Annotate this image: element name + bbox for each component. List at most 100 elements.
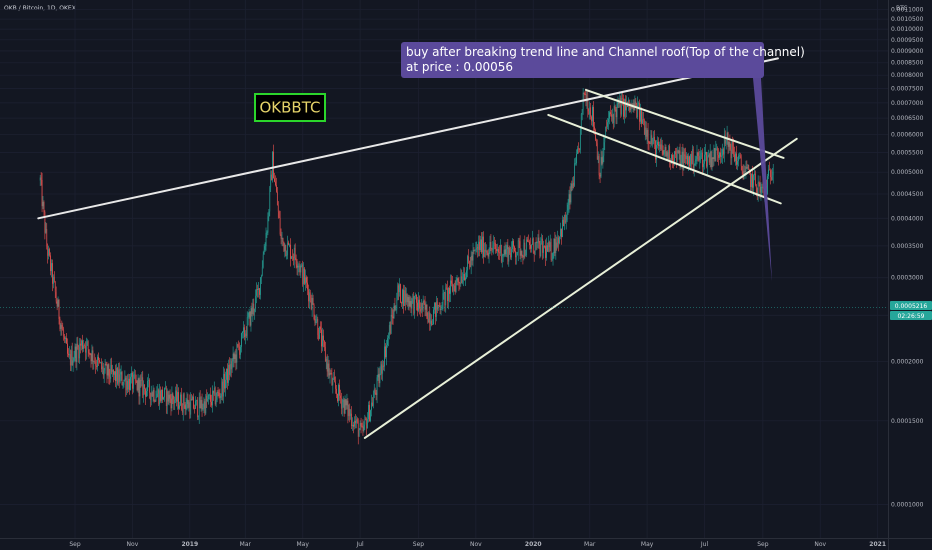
candle-body: [626, 101, 627, 111]
candle-body: [109, 376, 111, 379]
candle-body: [431, 320, 432, 325]
candle-body: [520, 251, 522, 256]
candle-body: [316, 318, 318, 322]
candle-body: [281, 237, 283, 239]
candle-body: [454, 285, 456, 292]
candle-body: [393, 305, 395, 319]
candle-body: [499, 244, 501, 254]
candle-body: [44, 211, 46, 233]
candle-body: [123, 379, 125, 385]
candle-body: [367, 419, 368, 429]
x-tick-label: Nov: [127, 541, 139, 548]
candle-body: [131, 372, 132, 377]
candle-body: [356, 419, 358, 422]
candle-body: [255, 295, 257, 309]
candle-body: [734, 154, 735, 162]
candle-body: [725, 140, 727, 144]
candle-body: [435, 302, 436, 317]
candle-body: [767, 176, 768, 194]
trendlines[interactable]: [37, 57, 798, 439]
candle-body: [266, 232, 268, 234]
candle-body: [429, 312, 431, 324]
candle-body: [39, 177, 41, 181]
candle-body: [751, 173, 752, 187]
candle-body: [327, 363, 329, 372]
candle-body: [772, 171, 774, 176]
candle-body: [615, 109, 617, 118]
candle-body: [629, 106, 631, 111]
candle-body: [121, 372, 123, 385]
candle-body: [399, 284, 400, 293]
candle-body: [624, 99, 625, 117]
candle-body: [438, 305, 440, 306]
candle-body: [534, 242, 536, 254]
candle-body: [701, 152, 703, 154]
candle-body: [101, 366, 103, 370]
candle-body: [41, 179, 43, 207]
time-axis-labels[interactable]: Sep Nov 2019 Mar May Jul Sep Nov 2020 Mar May Jul Se…: [69, 541, 886, 548]
candle-body: [43, 201, 45, 212]
candle-body: [384, 346, 385, 367]
candle-body: [105, 363, 107, 366]
candle-body: [482, 236, 483, 253]
candle-body: [529, 241, 530, 245]
candle-body: [166, 391, 168, 407]
candle-body: [159, 390, 161, 405]
candle-body: [458, 281, 460, 284]
candle-body: [649, 143, 651, 144]
candle-body: [258, 288, 259, 291]
y-tick-label: 0.0007500: [891, 86, 924, 93]
candle-body: [612, 114, 614, 124]
candle-body: [514, 246, 515, 252]
candle-body: [75, 346, 77, 362]
candle-body: [411, 298, 413, 309]
candle-body: [324, 340, 325, 347]
candle-body: [302, 264, 304, 285]
candle-body: [768, 169, 769, 177]
candle-body: [744, 171, 746, 173]
candle-body: [446, 287, 448, 289]
candle-body: [45, 229, 47, 233]
candle-body: [52, 263, 53, 284]
y-tick-label: 0.0001500: [891, 418, 924, 425]
candle-body: [416, 294, 417, 303]
candle-body: [116, 367, 118, 384]
y-tick-label: 0.0010000: [891, 26, 924, 33]
candle-body: [379, 373, 381, 384]
candle-body: [47, 246, 49, 256]
candle-body: [243, 327, 244, 332]
candle-body: [58, 299, 60, 319]
candle-body: [512, 240, 513, 250]
candle-body: [662, 150, 664, 155]
candle-body: [759, 182, 761, 193]
candle-body: [76, 343, 78, 362]
candle-body: [147, 380, 148, 392]
candle-body: [180, 394, 181, 406]
candle-body: [298, 265, 300, 267]
candle-body: [198, 397, 200, 417]
candle-body: [621, 98, 623, 115]
watermark-box[interactable]: [254, 93, 326, 122]
candle-body: [422, 300, 424, 310]
candle-body: [698, 155, 700, 161]
candle-body: [614, 106, 616, 110]
price-axis-labels[interactable]: 0.0011000 0.0010500 0.0010000 0.0009500 0.00…: [891, 6, 924, 508]
candle-body: [102, 366, 104, 376]
candle-body: [569, 194, 571, 203]
candle-body: [507, 245, 509, 262]
candle-body: [710, 151, 712, 168]
candle-body: [738, 155, 740, 157]
candle-body: [667, 152, 669, 160]
candle-body: [276, 185, 277, 192]
candle-body: [539, 243, 541, 257]
candle-body: [585, 94, 587, 102]
callout-box[interactable]: [401, 42, 764, 78]
candle-body: [218, 392, 220, 397]
candle-body: [346, 400, 348, 406]
candle-body: [120, 372, 122, 375]
callout-text-line1: buy after breaking trend line and Channe…: [406, 45, 805, 59]
candle-body: [282, 237, 284, 242]
candle-body: [564, 214, 566, 223]
candle-body: [69, 354, 71, 366]
